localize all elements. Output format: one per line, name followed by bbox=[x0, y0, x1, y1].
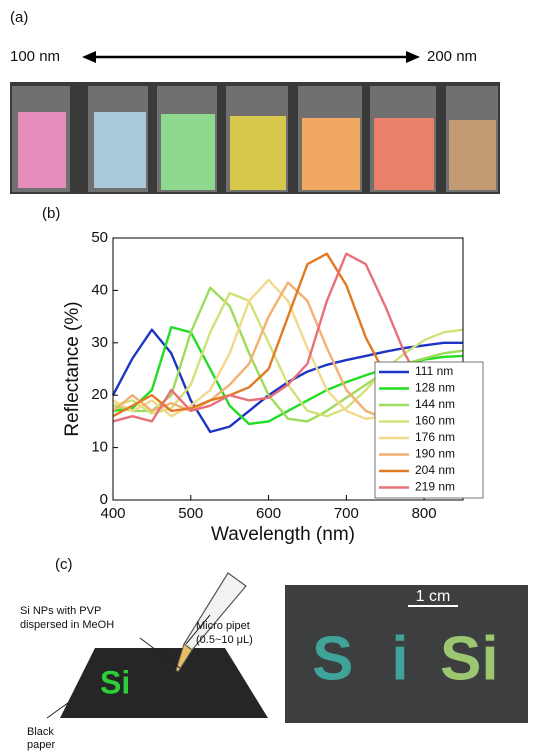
annotation: Black bbox=[27, 726, 54, 738]
panel-label: (c) bbox=[55, 556, 73, 573]
x-tick-label: 500 bbox=[178, 505, 203, 522]
result-photo: 1 cm Si Si bbox=[285, 585, 528, 723]
arrow bbox=[82, 51, 420, 63]
x-tick-label: 800 bbox=[412, 505, 437, 522]
annotation: dispersed in MeOH bbox=[20, 619, 114, 631]
y-tick-label: 20 bbox=[91, 386, 108, 403]
scale-label: 1 cm bbox=[416, 588, 451, 605]
photo-text: Si bbox=[440, 624, 499, 693]
panel-label: (b) bbox=[42, 205, 60, 222]
annotation: Si NPs with PVP bbox=[20, 605, 101, 617]
annotation: Micro pipet bbox=[196, 620, 250, 632]
photo-text: Si bbox=[312, 624, 447, 693]
legend-label: 219 nm bbox=[415, 480, 455, 494]
x-tick-label: 700 bbox=[334, 505, 359, 522]
panel-label: (a) bbox=[10, 9, 28, 26]
range-end: 200 nm bbox=[427, 48, 477, 65]
legend-label: 111 nm bbox=[415, 364, 453, 378]
x-axis-title: Wavelength (nm) bbox=[211, 524, 355, 545]
x-tick-label: 600 bbox=[256, 505, 281, 522]
annotation: (0.5~10 μL) bbox=[196, 634, 253, 646]
y-axis-title: Reflectance (%) bbox=[62, 301, 83, 436]
drawn-text: Si bbox=[100, 664, 130, 700]
legend-label: 128 nm bbox=[415, 381, 455, 395]
y-tick-label: 0 bbox=[100, 491, 108, 508]
y-tick-label: 10 bbox=[91, 439, 108, 456]
legend-label: 160 nm bbox=[415, 414, 455, 428]
y-tick-label: 50 bbox=[91, 229, 108, 246]
range-start: 100 nm bbox=[10, 48, 60, 65]
diagram: Si Si NPs with PVP dispersed in MeOH Mic… bbox=[20, 573, 268, 751]
annotation: paper bbox=[27, 739, 55, 751]
legend-label: 176 nm bbox=[415, 430, 455, 444]
legend-label: 190 nm bbox=[415, 447, 455, 461]
y-tick-label: 30 bbox=[91, 334, 108, 351]
legend-label: 144 nm bbox=[415, 397, 455, 411]
figure: (a) 100 nm 200 nm (b) Wavelength (nm) Re… bbox=[0, 0, 537, 751]
legend-label: 204 nm bbox=[415, 463, 455, 477]
sample-photos bbox=[10, 82, 500, 194]
y-tick-label: 40 bbox=[91, 281, 108, 298]
